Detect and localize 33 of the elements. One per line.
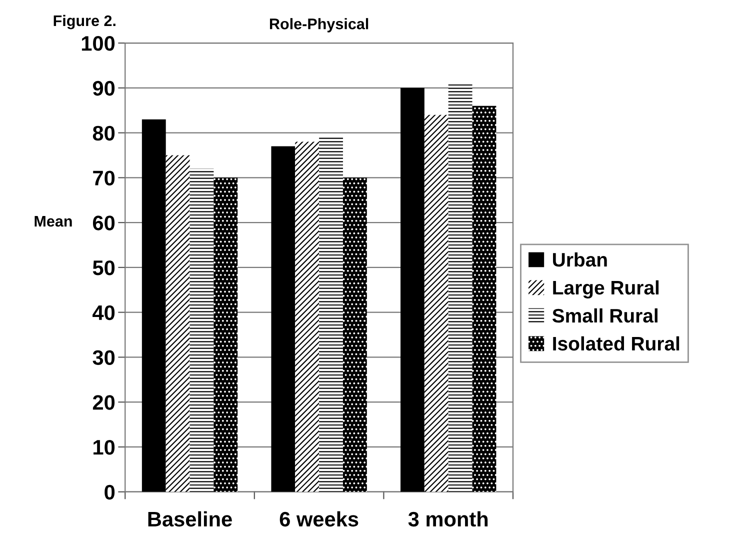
y-tick-label: 0 [104, 484, 115, 500]
caption: Figure 2. [54, 14, 116, 30]
bar [319, 137, 343, 492]
legend-label: Large Rural [553, 280, 659, 299]
bar [142, 119, 166, 492]
bar [166, 155, 190, 492]
bar [271, 146, 296, 492]
x-tick-label: Baseline [148, 511, 232, 527]
y-tick-label: 90 [92, 80, 115, 96]
chart-title: Role-Physical [270, 18, 368, 32]
bar [214, 178, 238, 492]
bar [295, 142, 320, 492]
bar [400, 88, 424, 492]
bar [190, 168, 214, 492]
y-tick-label: 70 [93, 170, 115, 186]
y-tick-label: 30 [92, 350, 115, 365]
y-axis-title: Mean [34, 216, 72, 227]
y-tick-label: 40 [92, 305, 115, 320]
x-tick-label: 6 weeks [280, 511, 358, 527]
legend-label: Isolated Rural [553, 336, 680, 351]
y-tick-label: 80 [92, 126, 115, 141]
y-tick-label: 100 [82, 36, 115, 51]
y-tick-label: 10 [94, 440, 115, 455]
x-tick-label: 3 month [408, 511, 488, 527]
bar [448, 83, 472, 492]
y-tick-label: 60 [92, 216, 115, 230]
bar [472, 106, 496, 492]
bar [424, 114, 448, 492]
legend-label: Small Rural [552, 308, 658, 323]
y-tick-label: 50 [92, 260, 115, 276]
legend-label: Urban [553, 252, 607, 267]
bar [342, 178, 367, 492]
y-tick-label: 20 [92, 395, 115, 410]
